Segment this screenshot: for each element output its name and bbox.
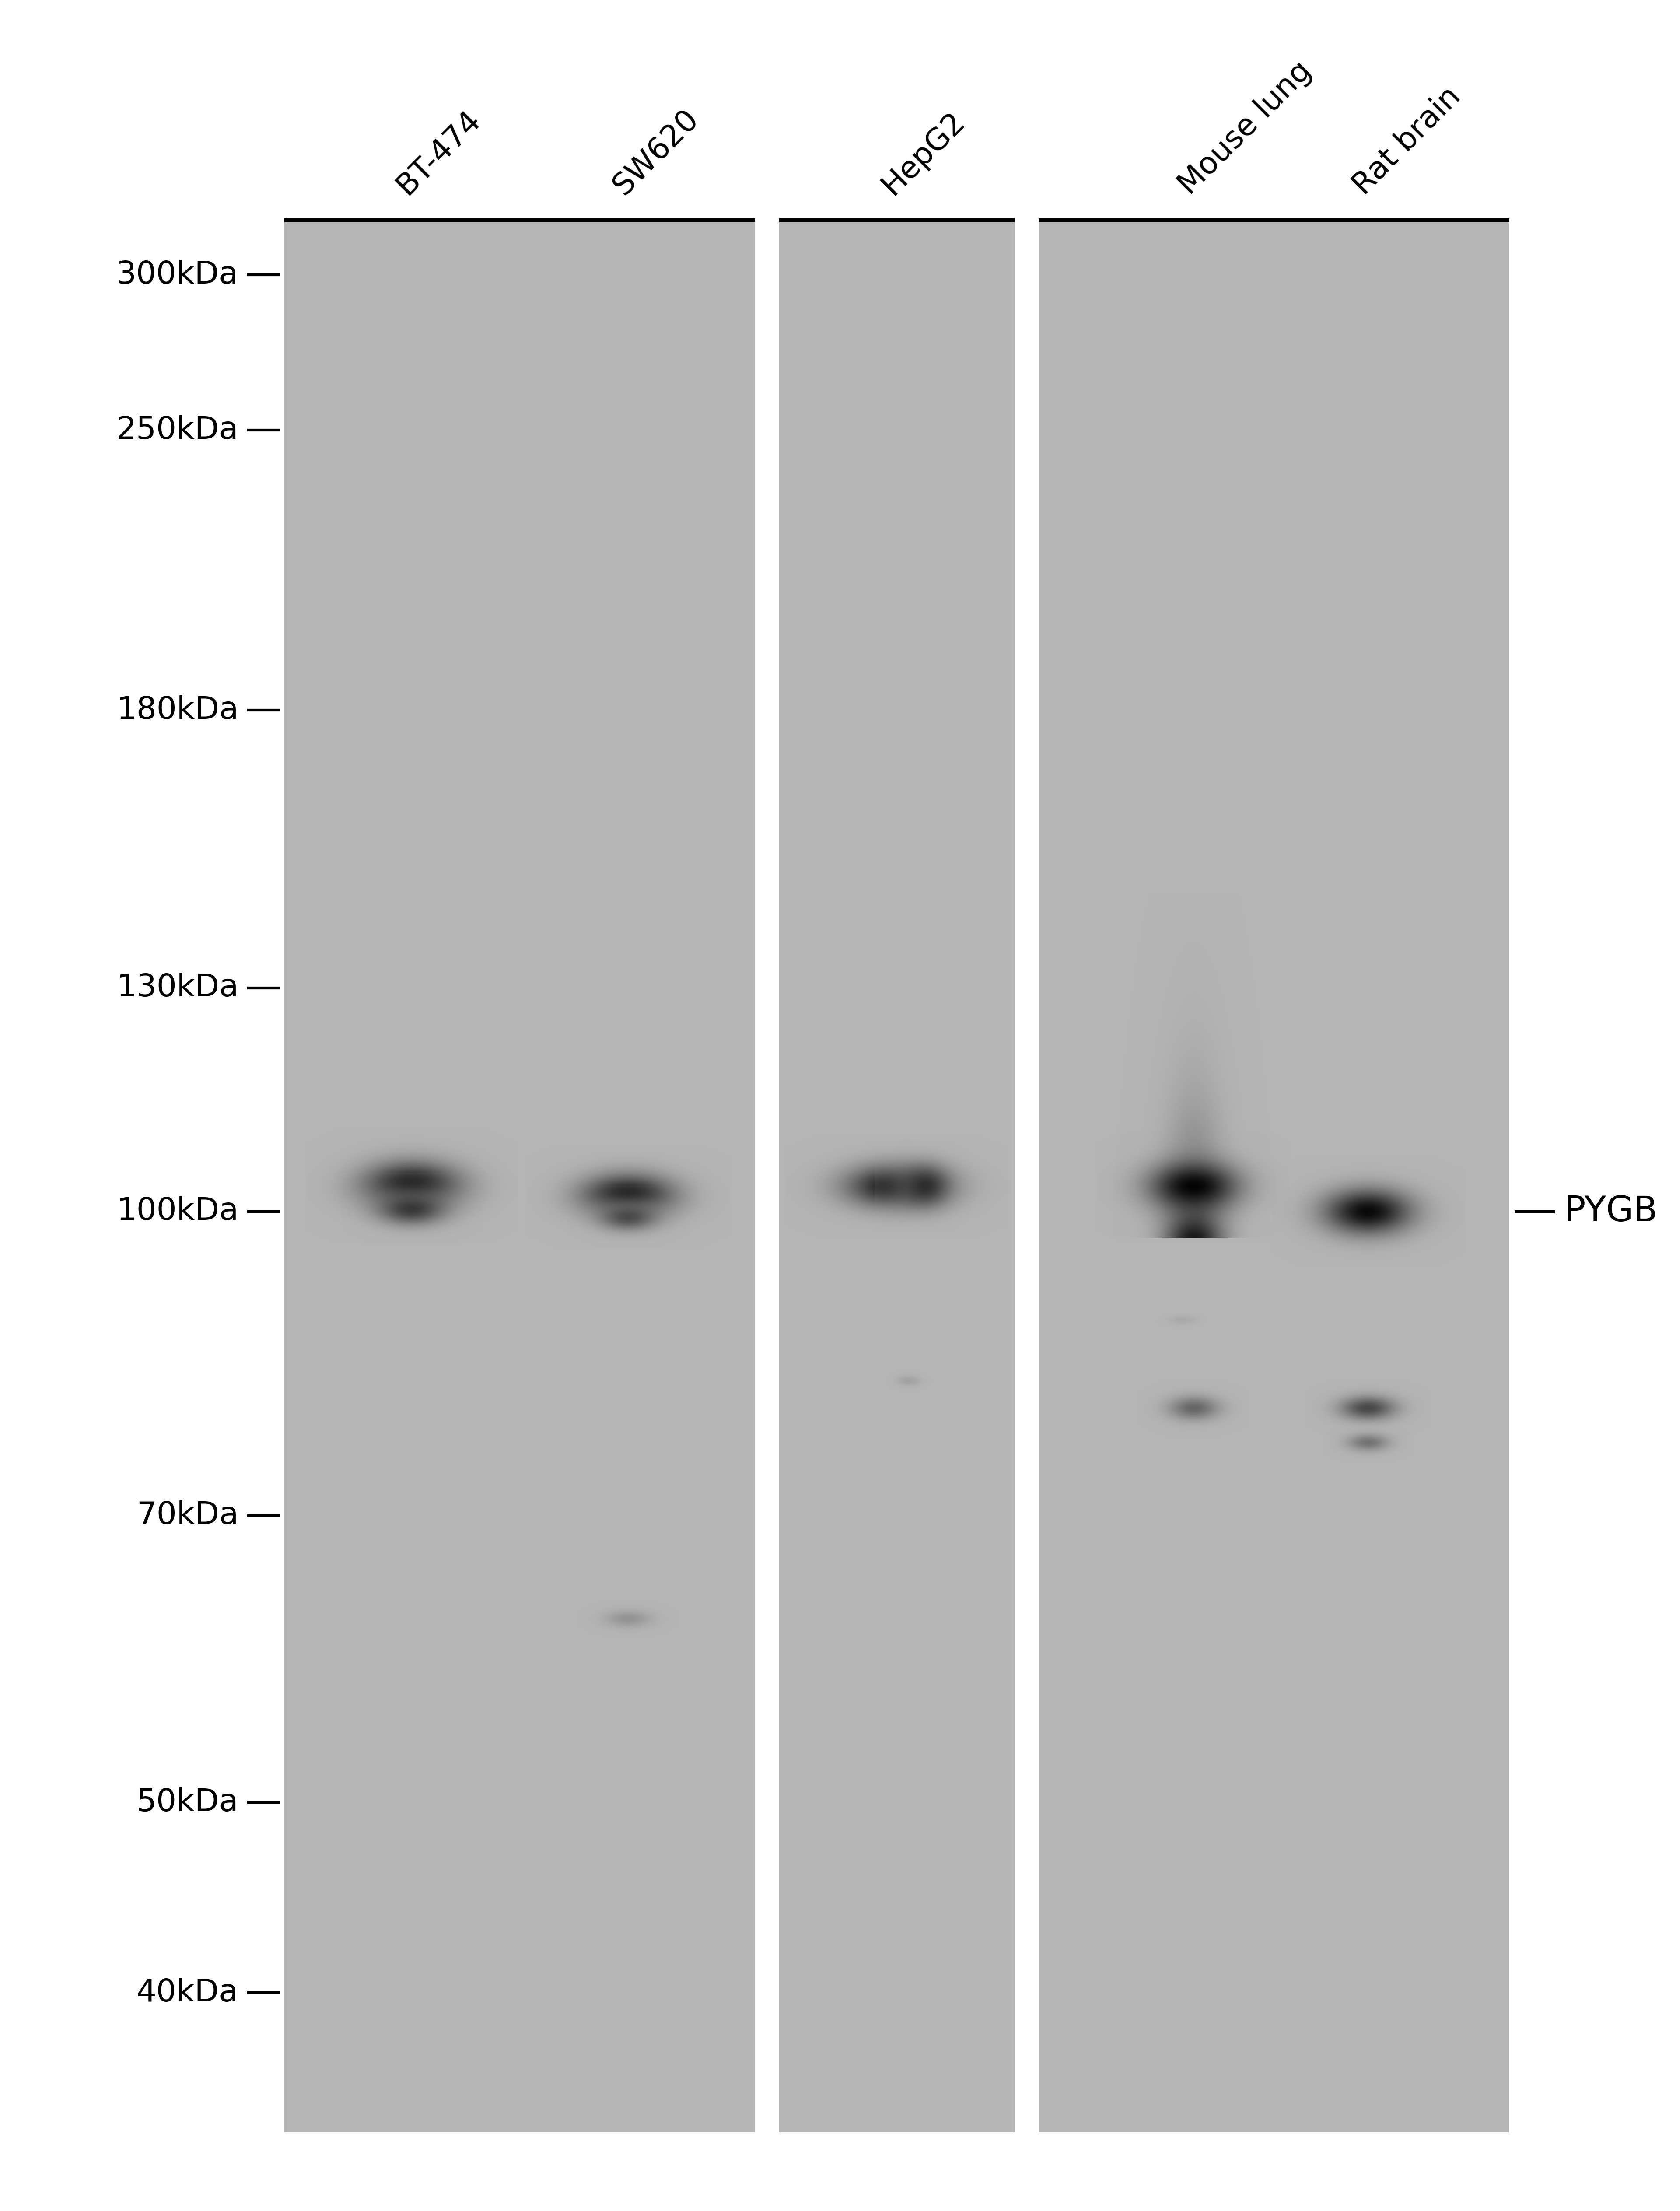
Text: 250kDa: 250kDa bbox=[116, 416, 239, 444]
Text: PYGB: PYGB bbox=[1564, 1194, 1658, 1229]
Text: Rat brain: Rat brain bbox=[1347, 82, 1467, 201]
Text: 130kDa: 130kDa bbox=[116, 973, 239, 1004]
Text: SW620: SW620 bbox=[606, 104, 704, 201]
Bar bbox=[1038, 221, 1509, 2131]
Text: 40kDa: 40kDa bbox=[136, 1977, 239, 2008]
Text: HepG2: HepG2 bbox=[877, 106, 971, 201]
Bar bbox=[284, 221, 754, 2131]
Text: 70kDa: 70kDa bbox=[136, 1501, 239, 1530]
Bar bbox=[780, 221, 1015, 2131]
Text: 180kDa: 180kDa bbox=[116, 694, 239, 725]
Text: 50kDa: 50kDa bbox=[136, 1786, 239, 1817]
Text: Mouse lung: Mouse lung bbox=[1173, 55, 1317, 201]
Text: BT-474: BT-474 bbox=[391, 104, 486, 201]
Text: 300kDa: 300kDa bbox=[116, 259, 239, 290]
Text: 100kDa: 100kDa bbox=[116, 1196, 239, 1227]
